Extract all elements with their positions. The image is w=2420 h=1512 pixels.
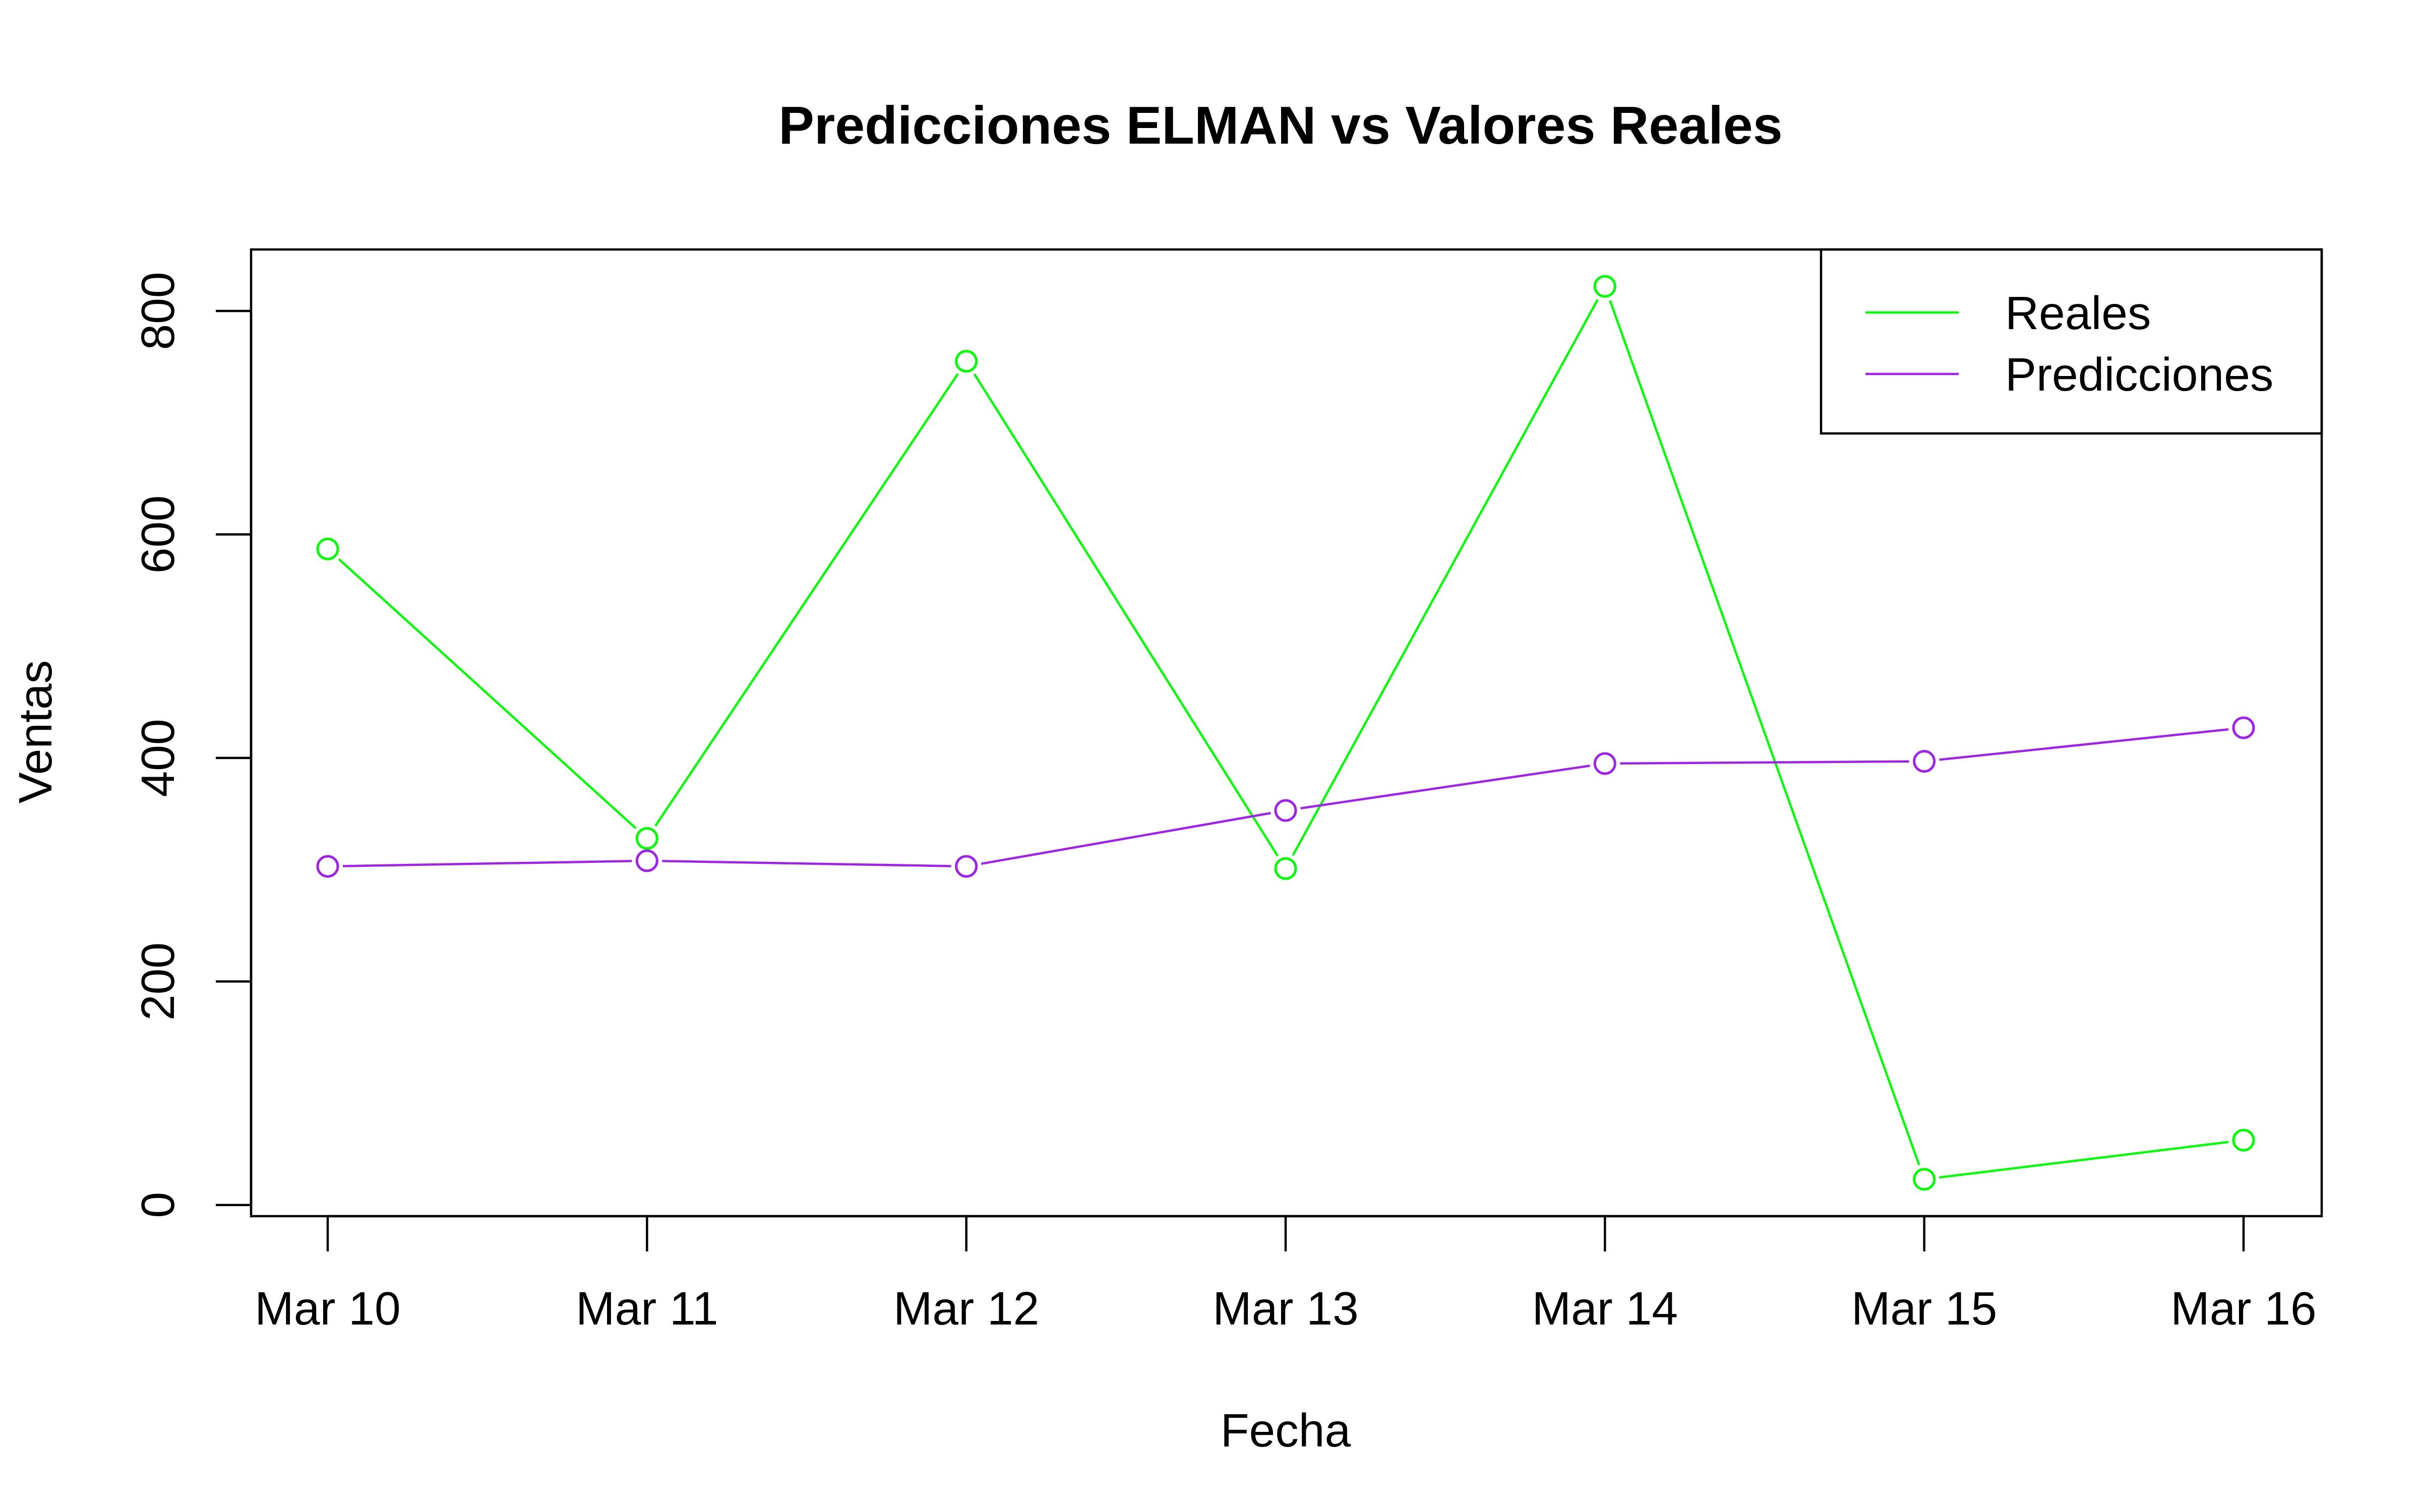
data-point xyxy=(955,350,978,373)
data-point xyxy=(1913,750,1936,773)
series-line-segment xyxy=(654,373,959,827)
series-line-segment xyxy=(973,373,1279,857)
data-point xyxy=(955,855,978,878)
y-tick-label: 200 xyxy=(132,942,184,1021)
chart-title: Predicciones ELMAN vs Valores Reales xyxy=(778,96,1782,155)
data-point xyxy=(316,537,339,560)
series-line-segment xyxy=(1620,760,1909,765)
legend: Reales Predicciones xyxy=(1820,248,2323,435)
y-axis: 0 200 400 600 800 xyxy=(132,272,253,1218)
x-tick-label: Mar 13 xyxy=(1213,1282,1358,1335)
series-line-segment xyxy=(1939,728,2229,761)
legend-label: Predicciones xyxy=(2005,348,2273,401)
series-line-segment xyxy=(342,860,632,867)
data-point xyxy=(1913,1168,1936,1191)
series-line-segment xyxy=(662,860,951,867)
data-point xyxy=(1593,752,1616,775)
series-line-segment xyxy=(1609,300,1920,1166)
data-point xyxy=(1274,799,1297,822)
y-tick-label: 400 xyxy=(132,719,184,797)
legend-label: Reales xyxy=(2005,287,2151,339)
legend-box xyxy=(1820,248,2323,435)
x-tick-label: Mar 14 xyxy=(1532,1282,1678,1335)
data-point xyxy=(316,855,339,878)
y-tick-label: 0 xyxy=(132,1192,184,1218)
y-axis-title: Ventas xyxy=(9,660,62,803)
data-point xyxy=(635,827,658,850)
x-axis: Mar 10 Mar 11 Mar 12 Mar 13 Mar 14 Mar 15 Mar … xyxy=(255,1215,2317,1335)
x-tick-label: Mar 11 xyxy=(576,1282,718,1335)
data-point xyxy=(1274,857,1297,880)
x-tick-label: Mar 12 xyxy=(893,1282,1039,1335)
y-tick-label: 800 xyxy=(132,272,184,350)
data-point xyxy=(2232,1128,2255,1152)
series-line-segment xyxy=(1292,299,1599,856)
x-tick-label: Mar 10 xyxy=(255,1282,400,1335)
series-line-segment xyxy=(338,558,637,830)
data-point xyxy=(1593,275,1616,298)
series-layer xyxy=(316,275,2255,1191)
series-predicciones xyxy=(316,716,2255,878)
x-axis-title: Fecha xyxy=(1221,1404,1351,1457)
series-line-segment xyxy=(981,812,1271,865)
series-line-segment xyxy=(1300,765,1590,809)
series-reales xyxy=(316,275,2255,1191)
y-tick-label: 600 xyxy=(132,495,184,574)
x-tick-label: Mar 15 xyxy=(1851,1282,1997,1335)
data-point xyxy=(635,849,658,872)
series-line-segment xyxy=(1939,1141,2229,1179)
data-point xyxy=(2232,716,2255,739)
x-tick-label: Mar 16 xyxy=(2170,1282,2316,1335)
